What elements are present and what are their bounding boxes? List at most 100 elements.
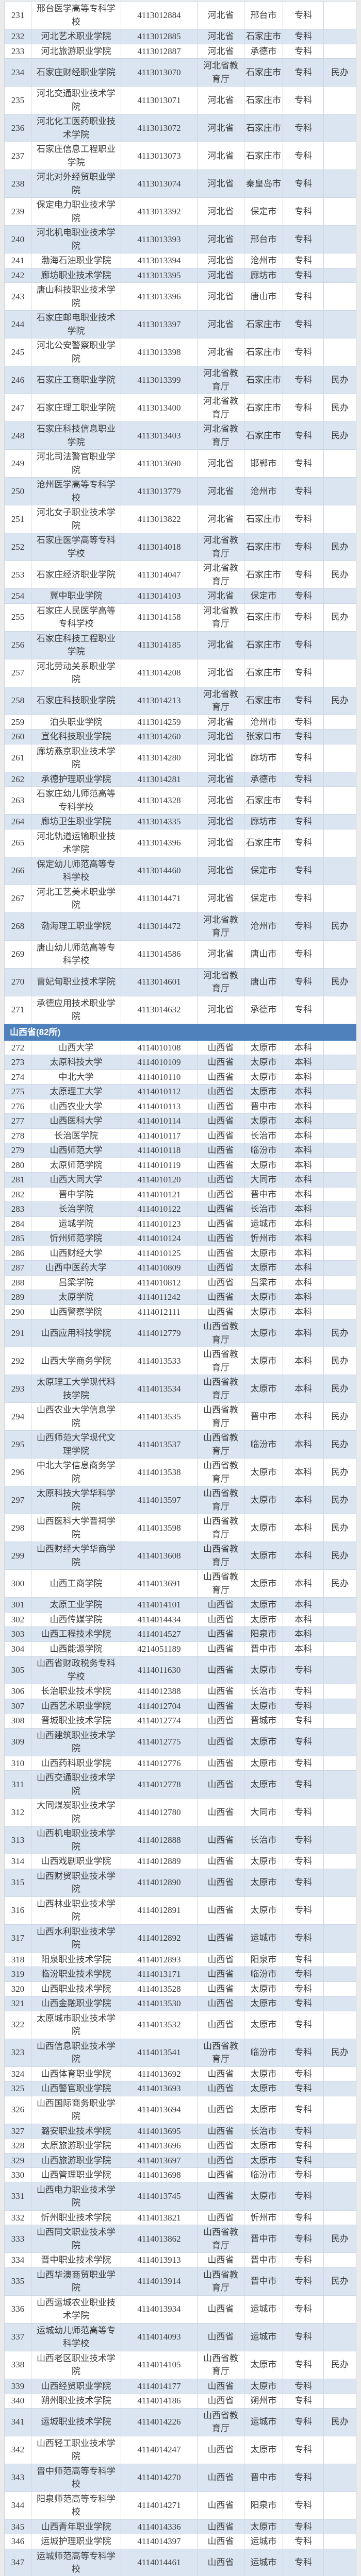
note-cell — [323, 2095, 356, 2124]
authority-cell: 山西省 — [197, 1755, 244, 1771]
note-cell — [323, 2378, 356, 2394]
school-code-cell: 4114012778 — [121, 1770, 198, 1799]
note-cell — [323, 1641, 356, 1657]
authority-cell: 山西省 — [197, 2066, 244, 2082]
table-row: 304 山西能源学院 4214051189 山西省 晋中市 本科 — [4, 1641, 356, 1657]
city-cell: 承德市 — [244, 995, 283, 1024]
note-cell: 民办 — [323, 912, 356, 941]
level-cell: 专科 — [283, 2519, 324, 2535]
school-name-cell: 太原学院 — [31, 1290, 121, 1305]
note-cell — [323, 282, 356, 311]
note-cell — [323, 1755, 356, 1771]
level-cell: 本科 — [283, 1514, 324, 1543]
authority-cell: 山西省 — [197, 2519, 244, 2535]
city-cell: 石家庄市 — [244, 533, 283, 561]
city-cell: 太原市 — [244, 1260, 283, 1276]
row-number-cell: 335 — [4, 2267, 31, 2296]
city-cell: 运城市 — [244, 2295, 283, 2324]
table-row: 342 山西轻工职业技术学院 4114014247 山西省 太原市 专科 — [4, 2435, 356, 2464]
table-row: 280 太原师范学院 4114010119 山西省 太原市 本科 — [4, 1157, 356, 1173]
row-number-cell: 316 — [4, 1896, 31, 1925]
school-code-cell: 4114010109 — [121, 1055, 198, 1070]
note-cell — [323, 449, 356, 478]
school-code-cell: 4114012111 — [121, 1304, 198, 1320]
note-cell: 民办 — [323, 1430, 356, 1459]
authority-cell: 河北省 — [197, 940, 244, 969]
row-number-cell: 279 — [4, 1143, 31, 1158]
authority-cell: 山西省 — [197, 1727, 244, 1756]
note-cell — [323, 1967, 356, 1982]
level-cell: 本科 — [283, 1245, 324, 1261]
level-cell: 本科 — [283, 1187, 324, 1202]
level-cell: 本科 — [283, 1626, 324, 1642]
school-code-cell: 4114014105 — [121, 2350, 198, 2379]
school-name-cell: 临汾职业技术学院 — [31, 1967, 121, 1982]
city-cell: 太原市 — [244, 2378, 283, 2394]
row-number-cell: 345 — [4, 2519, 31, 2535]
authority-cell: 山西省 — [197, 1854, 244, 1869]
school-code-cell: 4114010809 — [121, 1260, 198, 1276]
authority-cell: 山西省 — [197, 1098, 244, 1114]
row-number-cell: 235 — [4, 86, 31, 114]
level-cell: 专科 — [283, 310, 324, 338]
table-row: 303 山西工程技术学院 4114014527 山西省 阳泉市 本科 — [4, 1626, 356, 1642]
city-cell: 保定市 — [244, 588, 283, 604]
school-name-cell: 山西财贸职业技术学院 — [31, 1868, 121, 1897]
row-number-cell: 319 — [4, 1967, 31, 1982]
school-name-cell: 长治医学院 — [31, 1128, 121, 1144]
level-cell: 专科 — [283, 2378, 324, 2394]
authority-cell: 河北省 — [197, 197, 244, 226]
level-cell: 专科 — [283, 394, 324, 422]
note-cell — [323, 2081, 356, 2096]
authority-cell: 山西省 — [197, 1216, 244, 1232]
level-cell: 专科 — [283, 912, 324, 941]
row-number-cell: 288 — [4, 1275, 31, 1291]
table-row: 312 大同煤炭职业技术学院 4114012780 山西省 大同市 专科 — [4, 1798, 356, 1827]
school-code-cell: 4114014271 — [121, 2491, 198, 2520]
authority-cell: 山西省 — [197, 2252, 244, 2268]
row-number-cell: 240 — [4, 225, 31, 253]
note-cell — [323, 1040, 356, 1056]
table-row: 317 山西水利职业技术学院 4114012892 山西省 运城市 专科 — [4, 1924, 356, 1953]
row-number-cell: 308 — [4, 1713, 31, 1728]
table-row: 241 渤海石油职业学院 4113013394 河北省 沧州市 专科 — [4, 253, 356, 268]
level-cell: 本科 — [283, 1319, 324, 1348]
authority-cell: 山西省 — [197, 1260, 244, 1276]
school-code-cell: 4114014434 — [121, 1612, 198, 1628]
city-cell: 石家庄市 — [244, 86, 283, 114]
school-name-cell: 山西中医药大学 — [31, 1260, 121, 1276]
school-name-cell: 山西林业职业技术学院 — [31, 1896, 121, 1925]
table-row: 290 山西警察学院 4114012111 山西省 太原市 本科 — [4, 1304, 356, 1320]
school-code-cell: 4114013537 — [121, 1430, 198, 1459]
level-cell: 专科 — [283, 1996, 324, 2011]
table-row: 322 太原城市职业技术学院 4114013532 山西省 太原市 专科 — [4, 2010, 356, 2039]
table-row: 276 山西农业大学 4114010113 山西省 晋中市 本科 — [4, 1098, 356, 1114]
school-code-cell: 4113014018 — [121, 533, 198, 561]
school-code-cell: 4113014281 — [121, 771, 198, 787]
level-cell: 专科 — [283, 170, 324, 198]
table-row: 278 长治医学院 4114010117 山西省 长治市 本科 — [4, 1128, 356, 1144]
level-cell: 专科 — [283, 2435, 324, 2464]
school-code-cell: 4114013696 — [121, 2138, 198, 2154]
school-name-cell: 山西经贸职业学院 — [31, 2378, 121, 2394]
school-code-cell: 4114012776 — [121, 1755, 198, 1771]
school-code-cell: 4113014586 — [121, 940, 198, 969]
note-cell — [323, 1245, 356, 1261]
city-cell: 唐山市 — [244, 968, 283, 996]
school-name-cell: 忻州职业技术学院 — [31, 2210, 121, 2226]
row-number-cell: 304 — [4, 1641, 31, 1657]
table-row: 308 晋城职业技术学院 4114012774 山西省 晋城市 专科 — [4, 1713, 356, 1728]
table-row: 238 河北对外经贸职业学院 4113013074 河北省 秦皇岛市 专科 — [4, 170, 356, 198]
note-cell — [323, 114, 356, 142]
city-cell: 朔州市 — [244, 2393, 283, 2409]
table-row: 284 运城学院 4114010123 山西省 运城市 本科 — [4, 1216, 356, 1232]
level-cell: 专科 — [283, 561, 324, 589]
level-cell: 专科 — [283, 2350, 324, 2379]
city-cell: 唐山市 — [244, 940, 283, 969]
school-name-cell: 山西老区职业技术学院 — [31, 2350, 121, 2379]
table-row: 326 山西国际商务职业学院 4114013694 山西省 太原市 专科 — [4, 2095, 356, 2124]
level-cell: 专科 — [283, 1981, 324, 1997]
table-row: 282 晋中学院 4114010121 山西省 晋中市 本科 — [4, 1187, 356, 1202]
row-number-cell: 247 — [4, 394, 31, 422]
authority-cell: 山西省 — [197, 1656, 244, 1685]
